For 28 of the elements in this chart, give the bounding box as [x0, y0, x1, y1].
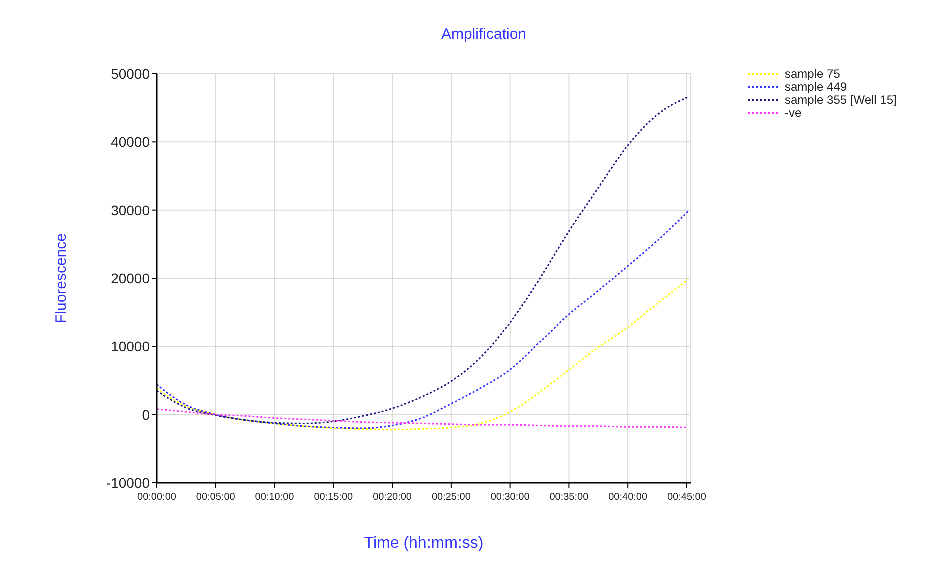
x-tick-label: 00:05:00 [196, 492, 236, 503]
y-tick-label: -10000 [106, 475, 150, 491]
y-tick-label: 50000 [111, 66, 150, 82]
x-tick-label: 00:45:00 [668, 492, 707, 503]
x-tick-label: 00:00:00 [138, 492, 177, 503]
legend-label: sample 75 [785, 67, 841, 81]
x-tick-label: 00:15:00 [314, 492, 354, 503]
x-tick-label: 00:25:00 [432, 492, 472, 503]
line-series [157, 279, 689, 431]
x-tick-label: 00:35:00 [550, 492, 590, 503]
line-series [157, 210, 689, 430]
chart-title: Amplification [441, 26, 527, 43]
x-tick-label: 00:20:00 [373, 492, 412, 503]
x-tick-label: 00:10:00 [255, 492, 295, 503]
legend-label: sample 449 [785, 80, 848, 94]
legend-label: sample 355 [Well 15] [785, 93, 897, 107]
x-axis-title: Time (hh:mm:ss) [364, 535, 484, 552]
y-tick-label: 20000 [111, 270, 150, 286]
legend-label: -ve [785, 106, 802, 120]
y-axis-title: Fluorescence [53, 233, 70, 324]
x-tick-label: 00:40:00 [608, 492, 648, 503]
y-tick-label: 30000 [111, 202, 150, 218]
y-tick-label: 40000 [111, 134, 150, 150]
x-tick-label: 00:30:00 [490, 492, 530, 503]
line-series [157, 408, 689, 429]
y-tick-label: 0 [142, 406, 150, 423]
y-tick-label: 10000 [111, 338, 150, 355]
line-series [157, 96, 689, 424]
